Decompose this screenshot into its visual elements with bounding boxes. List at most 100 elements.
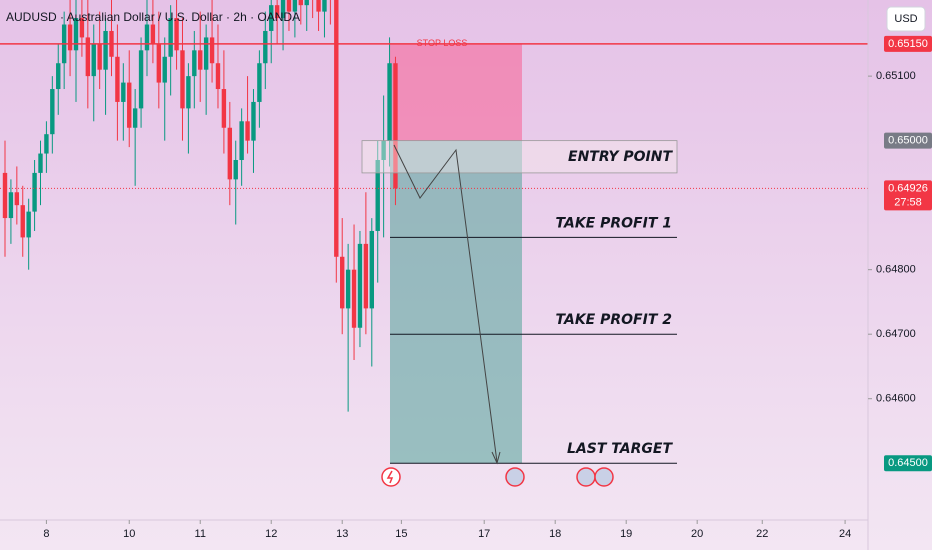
price-tag xyxy=(884,132,932,149)
price-tag-label: 0.65000 xyxy=(888,135,928,147)
candle-body xyxy=(85,37,91,77)
candle-body xyxy=(286,0,292,12)
candle-body xyxy=(340,256,345,309)
candle-body xyxy=(215,63,221,90)
x-tick-label: 12 xyxy=(265,528,277,540)
y-tick-label: 0.64800 xyxy=(876,264,916,276)
candle-body xyxy=(203,37,209,70)
last-price-label: 0.64926 xyxy=(888,182,928,194)
candle-body xyxy=(375,160,380,231)
candle-body xyxy=(280,0,286,19)
candle-body xyxy=(180,50,185,109)
candle-body xyxy=(50,89,55,135)
event-icon[interactable] xyxy=(505,467,525,487)
candle-body xyxy=(73,18,79,51)
price-tag-label: 0.64500 xyxy=(888,457,928,469)
candle-body xyxy=(381,140,386,160)
x-tick-label: 24 xyxy=(839,528,851,540)
candle-body xyxy=(20,205,25,238)
candle-body xyxy=(269,5,274,31)
candle-body xyxy=(97,43,102,70)
projection-path xyxy=(393,144,498,463)
candle-body xyxy=(32,172,37,212)
candle-body xyxy=(387,63,392,141)
candle-body xyxy=(257,63,262,102)
candle-body xyxy=(127,82,132,128)
entry-zone xyxy=(361,140,678,174)
candle-body xyxy=(245,121,250,141)
candle-body xyxy=(144,24,150,51)
candle-body xyxy=(8,192,14,219)
candle-body xyxy=(209,37,215,64)
candle-body xyxy=(292,0,298,12)
last-price-tag xyxy=(884,180,932,211)
candle-body xyxy=(304,0,309,6)
event-icon[interactable] xyxy=(381,467,401,487)
x-tick-label: 13 xyxy=(336,528,348,540)
candle-body xyxy=(393,63,398,189)
x-tick-label: 15 xyxy=(395,528,407,540)
event-icon[interactable] xyxy=(594,467,614,487)
candle-body xyxy=(44,134,49,154)
candle-body xyxy=(357,243,363,328)
candle-body xyxy=(2,172,8,219)
candle-body xyxy=(138,50,144,109)
candle-body xyxy=(369,230,374,309)
price-tag-label: 0.65150 xyxy=(888,38,928,50)
y-tick-label: 0.64700 xyxy=(876,328,916,340)
take-profit-2-label: TAKE PROFIT 2 xyxy=(556,312,672,328)
candle-body xyxy=(156,43,162,83)
candle-body xyxy=(345,269,351,309)
plot-area xyxy=(2,0,522,464)
x-tick-label: 22 xyxy=(756,528,768,540)
candle-body xyxy=(274,5,280,19)
price-tag xyxy=(884,35,932,52)
last-target-label: LAST TARGET xyxy=(567,441,673,457)
x-tick-label: 10 xyxy=(123,528,135,540)
x-tick-label: 19 xyxy=(620,528,632,540)
event-icon[interactable] xyxy=(576,467,596,487)
candle-body xyxy=(79,18,85,38)
candle-body xyxy=(56,63,61,90)
candle-body xyxy=(198,50,203,70)
candle-body xyxy=(121,82,126,102)
currency-label[interactable]: USD xyxy=(894,13,917,25)
event-icon-glyph xyxy=(386,470,394,484)
entry-label: ENTRY POINT xyxy=(568,149,673,165)
countdown-label: 27:58 xyxy=(894,196,922,208)
x-tick-label: 17 xyxy=(478,528,490,540)
candle-body xyxy=(91,43,96,77)
y-tick-label: 0.65100 xyxy=(876,70,916,82)
y-tick-label: 0.64600 xyxy=(876,393,916,405)
candle-body xyxy=(363,243,369,309)
take-profit-1-label: TAKE PROFIT 1 xyxy=(556,215,672,231)
candle-body xyxy=(239,121,244,160)
candle-body xyxy=(298,0,304,6)
candle-body xyxy=(14,192,20,206)
candle-body xyxy=(174,18,179,51)
candle-body xyxy=(26,211,31,238)
candle-body xyxy=(334,0,339,257)
candle-body xyxy=(316,0,321,12)
x-tick-label: 8 xyxy=(43,528,49,540)
candle-body xyxy=(38,153,43,173)
candle-body xyxy=(132,108,138,128)
candle-body xyxy=(322,0,327,12)
annotations: STOP LOSS ENTRY POINT TAKE PROFIT 1 TAKE PR… xyxy=(0,35,932,472)
stop-loss-label: STOP LOSS xyxy=(417,38,468,48)
event-icons xyxy=(381,467,614,487)
candle-body xyxy=(186,76,191,109)
projection-arrow xyxy=(491,451,501,465)
candle-body xyxy=(233,160,238,180)
candle-body xyxy=(115,56,120,102)
candle-body xyxy=(351,269,357,328)
currency-button[interactable] xyxy=(886,6,926,32)
chart-title: AUDUSD · Australian Dollar / U.S. Dollar… xyxy=(6,10,300,24)
candle-body xyxy=(227,127,233,180)
candle-body xyxy=(162,56,167,83)
x-tick-label: 20 xyxy=(691,528,703,540)
price-tag xyxy=(884,455,932,472)
target-zone xyxy=(390,140,522,464)
